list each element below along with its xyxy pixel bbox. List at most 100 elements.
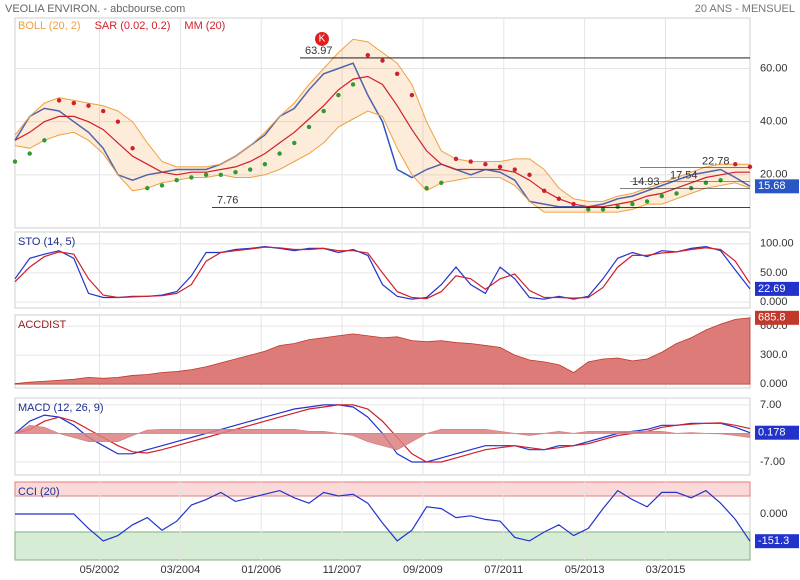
y-tick-label: 0.000 [760, 296, 788, 308]
last-value-label: 685.8 [758, 312, 786, 324]
panel-title: MACD (12, 26, 9) [18, 402, 104, 414]
sar-dot [145, 185, 150, 191]
line [14, 246, 751, 300]
y-tick-label: 0.000 [760, 508, 788, 520]
sar-dot [101, 108, 106, 114]
sar-dot [453, 156, 459, 162]
x-tick-label: 11/2007 [323, 564, 362, 576]
sar-dot [674, 191, 679, 196]
event-marker [315, 31, 329, 46]
last-value-box [755, 425, 799, 440]
sar-dot [483, 162, 488, 167]
sar-dot [233, 169, 238, 175]
sar-dot [277, 151, 282, 156]
area [14, 317, 751, 385]
sar-dot [306, 124, 312, 130]
sar-dot [659, 193, 664, 199]
legend-entry: MM (20) [184, 20, 225, 32]
sar-dot [439, 180, 444, 186]
macd-histogram [13, 424, 751, 451]
fib-label: 14.93 [632, 176, 660, 188]
y-tick-label: 0.000 [760, 378, 788, 390]
panel-title: ACCDIST [18, 319, 67, 331]
legend-entry: BOLL (20, 2) [18, 20, 81, 32]
oversold-zone [14, 531, 751, 561]
sar-dot [27, 151, 32, 156]
sar-dot [12, 159, 18, 164]
sar-dot [71, 100, 77, 106]
sar-dot [468, 159, 473, 164]
fib-label: 22.78 [702, 155, 730, 167]
y-tick-label: 60.00 [760, 62, 788, 74]
sar-dot [159, 183, 165, 188]
sar-dot [586, 207, 591, 212]
event-marker-label: K [319, 34, 326, 45]
panel [14, 231, 751, 309]
sar-dot [630, 201, 635, 207]
sar-dot [409, 92, 415, 98]
sar-dot [527, 172, 532, 178]
sar-dot [424, 185, 429, 191]
sar-dot [395, 71, 400, 77]
sar-dot [292, 140, 297, 146]
sar-dot [380, 58, 385, 63]
overbought-zone [14, 481, 751, 497]
sar-dot [86, 103, 91, 108]
sar-dot [248, 167, 253, 172]
last-value-label: 15.68 [758, 180, 786, 192]
sar-dot [203, 172, 209, 178]
y-tick-label: 7.00 [760, 399, 781, 411]
sar-dot [262, 162, 268, 167]
sar-dot [42, 138, 47, 143]
last-value-box [755, 534, 799, 549]
sar-dot [718, 177, 723, 183]
x-tick-label: 03/2015 [646, 564, 686, 576]
last-value-label: 0.178 [758, 427, 786, 439]
y-tick-label: 50.00 [760, 267, 788, 279]
x-tick-label: 05/2002 [80, 564, 120, 576]
y-tick-label: 100.00 [760, 238, 794, 250]
last-value-box [755, 310, 799, 325]
level-label: 63.97 [305, 45, 333, 57]
x-tick-label: 05/2013 [565, 564, 605, 576]
y-tick-label: -7.00 [760, 456, 785, 468]
y-tick-label: 20.00 [760, 169, 788, 181]
sar-dot [615, 204, 620, 209]
sar-dot [218, 172, 223, 178]
line [14, 75, 750, 208]
level-label: 7.76 [217, 194, 238, 206]
x-tick-label: 07/2011 [484, 564, 523, 576]
last-value-box [755, 179, 799, 194]
x-tick-label: 03/2004 [160, 564, 200, 576]
panel-title: CCI (20) [18, 486, 60, 498]
panel-title: STO (14, 5) [18, 236, 75, 248]
last-value-label: 22.69 [758, 283, 786, 295]
sar-dot [350, 82, 356, 87]
last-value-label: -151.3 [758, 535, 789, 547]
sar-dot [174, 177, 179, 183]
sar-dot [365, 53, 370, 58]
last-value-box [755, 281, 799, 296]
sar-dot [703, 180, 709, 186]
sar-dot [336, 92, 341, 98]
sar-dot [56, 98, 62, 103]
line [15, 489, 751, 542]
y-tick-label: 300.0 [760, 349, 788, 361]
sar-dot [130, 146, 135, 151]
sar-dot [733, 162, 738, 167]
header-period: 20 ANS - MENSUEL [695, 3, 795, 15]
sar-dot [189, 175, 194, 180]
legend-entry: SAR (0.02, 0.2) [95, 20, 171, 32]
y-tick-label: 40.00 [760, 116, 788, 128]
sar-dot [747, 164, 753, 170]
bollinger-lower [14, 110, 751, 213]
sar-dot [115, 119, 121, 124]
header-title: VEOLIA ENVIRON. - abcbourse.com [5, 3, 185, 15]
sar-dot [512, 167, 517, 172]
line [14, 404, 751, 463]
x-tick-label: 01/2006 [241, 564, 281, 576]
fib-label: 17.54 [670, 169, 698, 181]
x-tick-label: 09/2009 [403, 564, 443, 576]
line [14, 62, 751, 208]
